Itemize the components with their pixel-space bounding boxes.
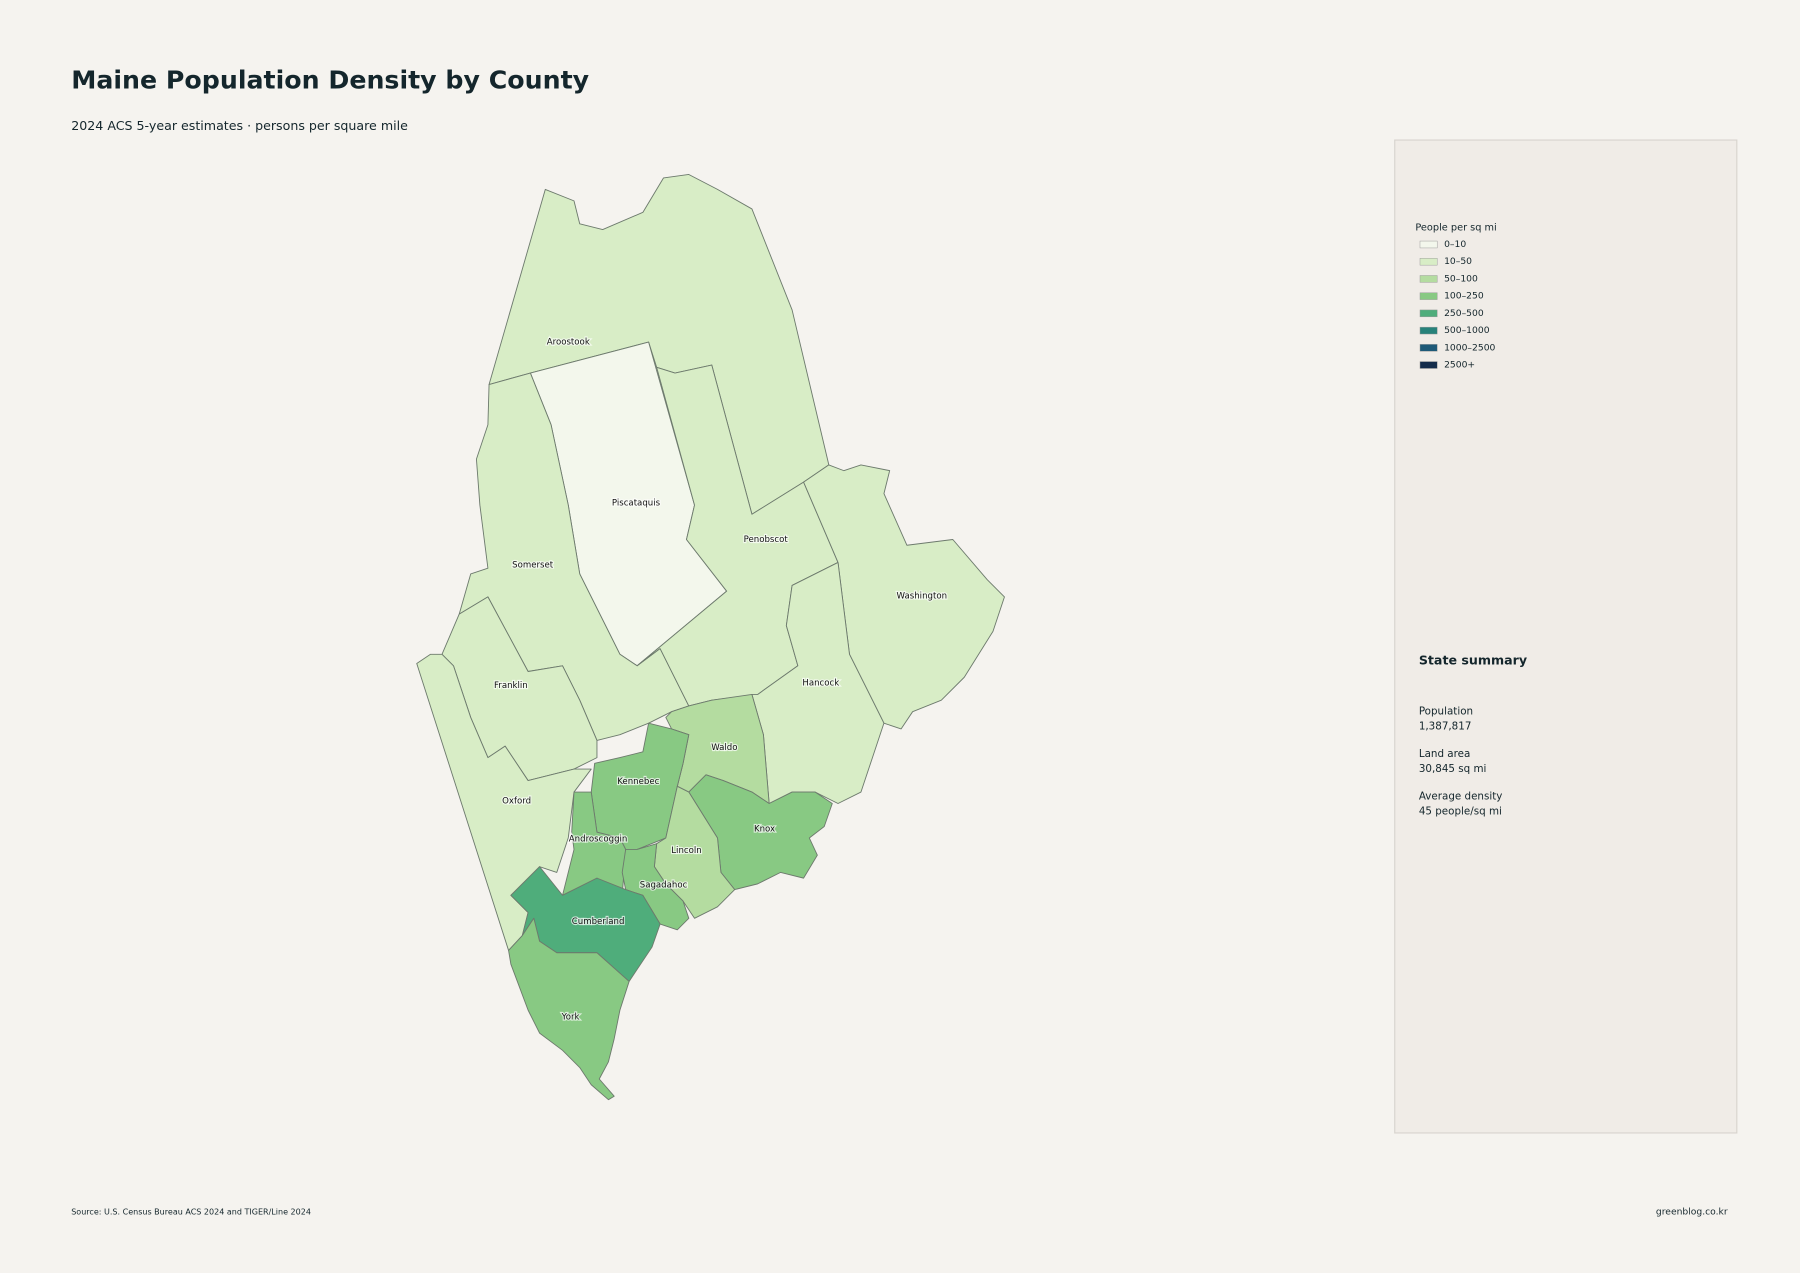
credit: greenblog.co.kr bbox=[1656, 1207, 1728, 1218]
legend-label: 0–10 bbox=[1444, 239, 1466, 250]
legend-swatch bbox=[1419, 309, 1438, 318]
legend-swatch bbox=[1419, 292, 1438, 300]
summary-value: 30,845 sq mi bbox=[1419, 763, 1487, 775]
summary-value: 1,387,817 bbox=[1419, 721, 1472, 733]
county-label: Cumberland bbox=[572, 917, 625, 927]
summary: Population 1,387,817 Land area 30,845 sq mi… bbox=[1419, 706, 1503, 818]
legend-swatch bbox=[1419, 275, 1438, 283]
county-label: Franklin bbox=[494, 681, 528, 691]
county-label: Piscataquis bbox=[612, 498, 661, 508]
side-panel bbox=[1394, 139, 1738, 1134]
legend-label: 10–50 bbox=[1444, 256, 1472, 267]
summary-label: Land area bbox=[1419, 748, 1471, 760]
source: Source: U.S. Census Bureau ACS 2024 and … bbox=[71, 1208, 311, 1217]
legend-swatch bbox=[1419, 344, 1438, 352]
legend-label: 500–1000 bbox=[1444, 325, 1490, 336]
summary-value: 45 people/sq mi bbox=[1419, 806, 1502, 818]
legend-label: 100–250 bbox=[1444, 291, 1484, 302]
subtitle: 2024 ACS 5-year estimates · persons per … bbox=[71, 118, 408, 133]
county[interactable] bbox=[508, 917, 630, 1101]
county-label: Waldo bbox=[711, 743, 737, 753]
county-label: Hancock bbox=[802, 678, 839, 688]
county-label: Knox bbox=[754, 824, 775, 834]
legend-label: 1000–2500 bbox=[1444, 342, 1495, 353]
summary-label: Average density bbox=[1419, 791, 1503, 803]
summary-title: State summary bbox=[1419, 653, 1527, 668]
summary-label: Population bbox=[1419, 706, 1473, 718]
county-label: Aroostook bbox=[547, 338, 590, 348]
county-label: Kennebec bbox=[617, 777, 659, 787]
title: Maine Population Density by County bbox=[71, 65, 589, 94]
county-label: Lincoln bbox=[671, 846, 701, 856]
county-label: York bbox=[561, 1013, 580, 1023]
county-label: Androscoggin bbox=[569, 835, 628, 845]
legend-swatch bbox=[1419, 258, 1438, 266]
legend-swatch bbox=[1419, 326, 1438, 335]
county-label: Somerset bbox=[512, 560, 554, 570]
county-label: Penobscot bbox=[744, 535, 789, 545]
county[interactable] bbox=[458, 372, 690, 741]
county-labels: Aroostook Piscataquis Somerset Franklin … bbox=[493, 336, 948, 1023]
legend-label: 50–100 bbox=[1444, 273, 1478, 284]
county-label: Washington bbox=[897, 591, 948, 601]
legend-label: 2500+ bbox=[1444, 360, 1475, 371]
legend-title: People per sq mi bbox=[1415, 222, 1496, 233]
county-label: Oxford bbox=[502, 797, 531, 807]
legend-swatch bbox=[1419, 240, 1438, 249]
legend-label: 250–500 bbox=[1444, 308, 1484, 319]
legend: 0–10 10–50 50–100 100–250 250–500 500–1000 100… bbox=[1419, 239, 1496, 371]
county-label: Sagadahoc bbox=[640, 881, 688, 891]
legend-swatch bbox=[1419, 361, 1438, 369]
counties bbox=[416, 174, 1005, 1101]
